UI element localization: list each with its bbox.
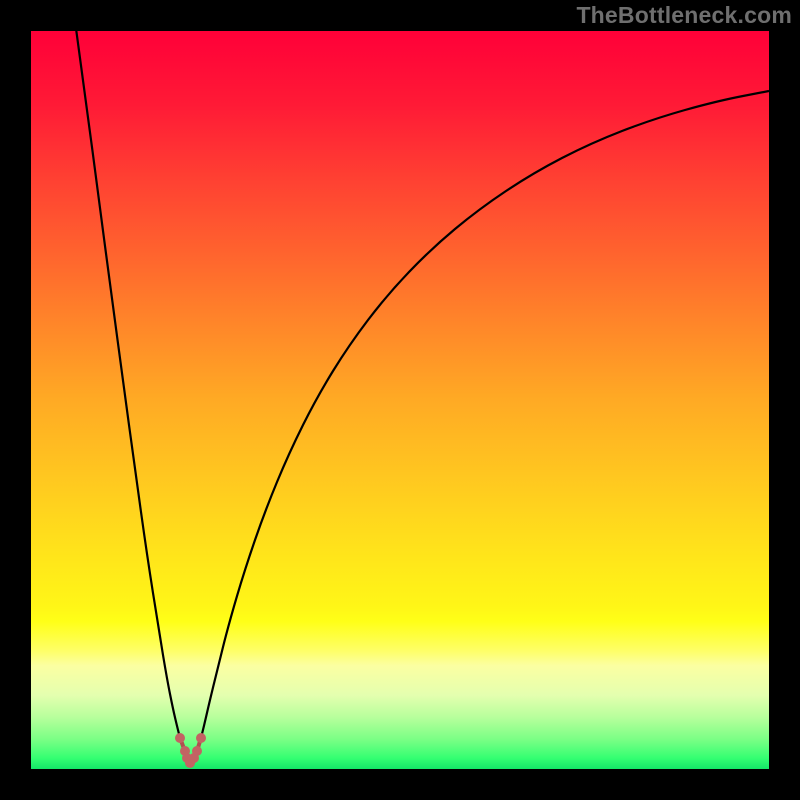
plot-area	[31, 31, 769, 769]
valley-marker	[175, 733, 185, 743]
bottleneck-curve	[31, 31, 769, 769]
chart-container: TheBottleneck.com	[0, 0, 800, 800]
valley-marker	[192, 746, 202, 756]
valley-marker	[196, 733, 206, 743]
watermark-text: TheBottleneck.com	[576, 2, 792, 29]
